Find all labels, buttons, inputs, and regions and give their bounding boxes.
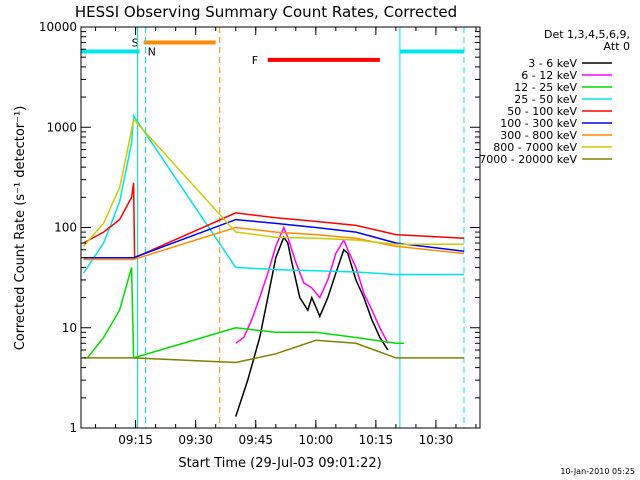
flag-label: F xyxy=(252,54,258,67)
legend-label: 50 - 100 keV xyxy=(507,105,577,118)
legend-header-line-2: Att 0 xyxy=(604,40,630,53)
legend-label: 6 - 12 keV xyxy=(521,69,577,82)
x-tick-label: 09:45 xyxy=(238,433,273,447)
series-line xyxy=(83,182,465,259)
legend-label: 100 - 300 keV xyxy=(500,117,577,130)
legend-label: 800 - 7000 keV xyxy=(493,141,577,154)
x-tick-label: 10:00 xyxy=(299,433,334,447)
series-line xyxy=(83,226,465,261)
y-tick-label: 100 xyxy=(54,221,77,235)
series-line xyxy=(234,235,389,417)
series-line xyxy=(82,113,464,276)
x-tick-label: 10:15 xyxy=(359,433,394,447)
y-tick-label: 1000 xyxy=(46,120,77,134)
legend-label: 25 - 50 keV xyxy=(514,93,577,106)
series-line xyxy=(235,225,389,344)
x-tick-label: 09:30 xyxy=(178,433,213,447)
y-axis-label: Corrected Count Rate (s⁻¹ detector⁻¹) xyxy=(13,106,28,351)
plot-frame xyxy=(80,26,481,429)
series-line xyxy=(83,218,465,259)
x-tick-label: 09:15 xyxy=(118,433,153,447)
series-line xyxy=(83,339,464,364)
flag-label: N xyxy=(148,45,156,58)
x-axis-label: Start Time (29-Jul-03 09:01:22) xyxy=(178,456,381,471)
legend-label: 3 - 6 keV xyxy=(528,57,577,70)
legend-header-line-1: Det 1,3,4,5,6,9, xyxy=(544,28,630,41)
timestamp: 10-Jan-2010 05:25 xyxy=(560,467,635,476)
chart-title: HESSI Observing Summary Count Rates, Cor… xyxy=(75,3,457,21)
legend-label: 7000 - 20000 keV xyxy=(479,153,577,166)
vertical-markers xyxy=(137,27,465,428)
flag-label: S xyxy=(132,37,139,50)
legend-label: 12 - 25 keV xyxy=(514,81,577,94)
series-line xyxy=(86,267,404,359)
series-lines xyxy=(82,113,465,417)
y-tick-label: 10 xyxy=(62,321,77,335)
flag-bars: SN F xyxy=(81,37,464,67)
y-tick-label: 1 xyxy=(69,421,77,435)
legend-label: 300 - 800 keV xyxy=(500,129,577,142)
y-axis: 1 10 100 1000 10000 xyxy=(39,20,480,435)
x-tick-label: 10:30 xyxy=(419,433,454,447)
series-line xyxy=(82,117,464,247)
x-axis: 09:15 09:30 09:45 10:00 10:15 10:30 xyxy=(95,27,477,447)
y-tick-label: 10000 xyxy=(39,20,77,34)
